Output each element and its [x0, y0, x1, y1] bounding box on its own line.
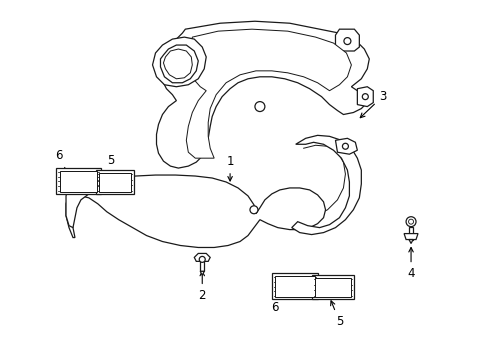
- Polygon shape: [335, 138, 357, 154]
- Circle shape: [405, 217, 415, 227]
- Text: 5: 5: [107, 154, 114, 188]
- Circle shape: [342, 143, 347, 149]
- Polygon shape: [291, 135, 361, 235]
- Text: 2: 2: [198, 271, 205, 302]
- Polygon shape: [274, 276, 314, 297]
- Polygon shape: [314, 278, 351, 297]
- Text: 6: 6: [55, 149, 71, 181]
- Circle shape: [199, 256, 205, 262]
- Polygon shape: [60, 171, 97, 192]
- Text: 6: 6: [270, 287, 287, 314]
- Polygon shape: [163, 49, 192, 79]
- Polygon shape: [403, 234, 417, 239]
- Polygon shape: [200, 271, 204, 275]
- Polygon shape: [408, 227, 412, 239]
- Circle shape: [249, 206, 257, 214]
- Polygon shape: [99, 173, 130, 192]
- Polygon shape: [186, 29, 351, 158]
- Text: 3: 3: [360, 90, 386, 118]
- Polygon shape: [357, 87, 372, 107]
- Polygon shape: [408, 239, 412, 243]
- Polygon shape: [194, 253, 210, 261]
- Circle shape: [362, 94, 367, 100]
- Polygon shape: [335, 29, 359, 51]
- Polygon shape: [66, 175, 325, 247]
- Polygon shape: [311, 275, 354, 299]
- Circle shape: [254, 102, 264, 112]
- Circle shape: [408, 219, 413, 224]
- Text: 1: 1: [226, 155, 233, 181]
- Circle shape: [343, 37, 350, 45]
- Polygon shape: [152, 37, 206, 87]
- Text: 4: 4: [407, 248, 414, 280]
- Polygon shape: [200, 261, 204, 271]
- Polygon shape: [160, 45, 198, 83]
- Polygon shape: [66, 178, 98, 228]
- Text: 5: 5: [330, 301, 343, 328]
- Polygon shape: [96, 170, 133, 194]
- Polygon shape: [271, 273, 317, 299]
- Polygon shape: [56, 168, 101, 194]
- Polygon shape: [156, 21, 368, 168]
